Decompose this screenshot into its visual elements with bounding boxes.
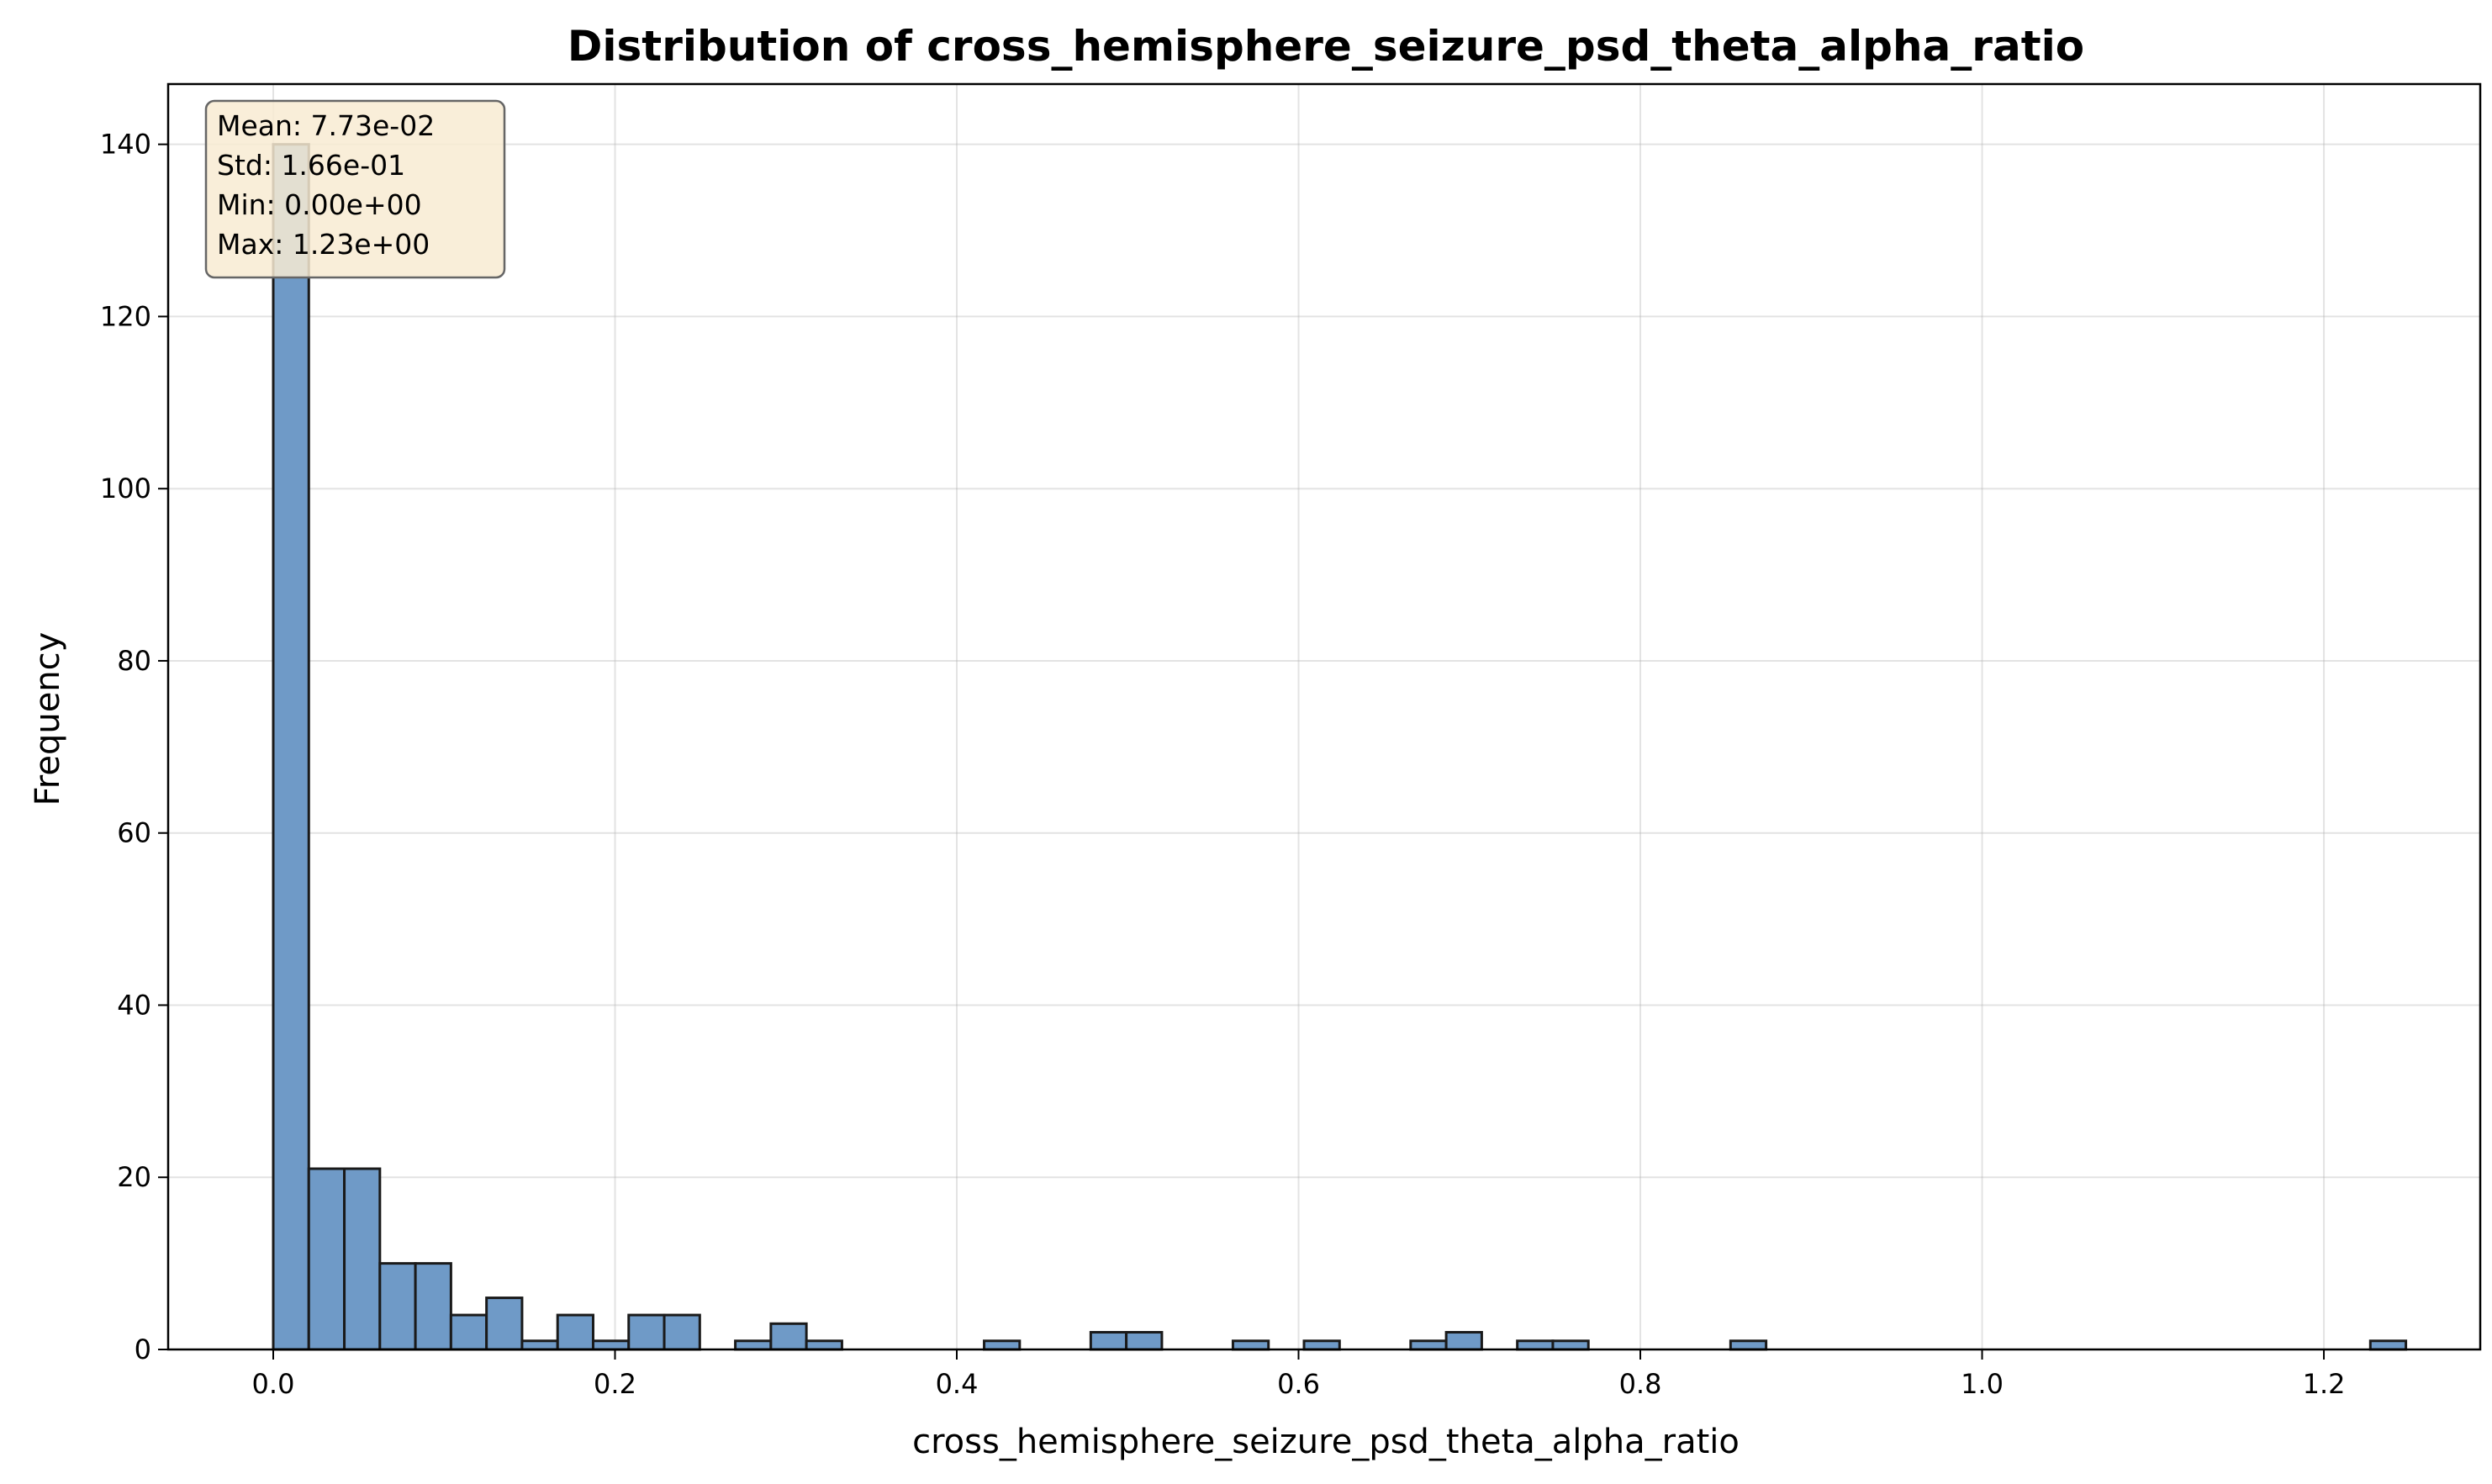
x-tick-label: 0.6 xyxy=(1277,1368,1320,1400)
histogram-bar xyxy=(343,1167,382,1351)
x-tick-label: 0.8 xyxy=(1619,1368,1662,1400)
stat-min: Min: 0.00e+00 xyxy=(217,188,422,221)
y-tick-label: 40 xyxy=(117,989,151,1021)
histogram-bar xyxy=(805,1339,843,1351)
histogram-bar xyxy=(449,1313,488,1351)
x-tick-label: 1.2 xyxy=(2303,1368,2346,1400)
histogram-bar xyxy=(556,1313,594,1351)
histogram-bar xyxy=(769,1322,808,1351)
y-tick-label: 140 xyxy=(100,129,151,161)
x-tick-label: 0.2 xyxy=(594,1368,636,1400)
histogram-bar xyxy=(1729,1339,1768,1351)
histogram-bar xyxy=(2368,1339,2408,1351)
x-tick-label: 0.0 xyxy=(252,1368,295,1400)
plot-frame xyxy=(166,82,2482,1351)
histogram-bar xyxy=(307,1167,346,1351)
histogram-bar xyxy=(1302,1339,1341,1351)
histogram-bar xyxy=(414,1262,452,1351)
y-tick-label: 60 xyxy=(117,817,151,849)
histogram-bar xyxy=(378,1262,417,1351)
y-axis-label: Frequency xyxy=(29,632,67,806)
histogram-bar xyxy=(627,1313,666,1351)
y-tick-label: 100 xyxy=(100,473,151,504)
y-tick-label: 80 xyxy=(117,645,151,677)
x-axis-label: cross_hemisphere_seizure_psd_theta_alpha… xyxy=(912,1423,1740,1461)
x-axis-ticks: 0.0 0.2 0.4 0.6 0.8 1.0 1.2 xyxy=(252,1349,2346,1400)
y-axis-ticks: 0 20 40 60 80 100 120 140 xyxy=(100,129,168,1365)
histogram-bar xyxy=(1409,1339,1448,1351)
x-tick-label: 1.0 xyxy=(1961,1368,2004,1400)
histogram-bar xyxy=(663,1313,701,1351)
histogram-bar xyxy=(591,1339,631,1351)
y-tick-label: 120 xyxy=(100,300,151,332)
histogram-bar xyxy=(1125,1331,1164,1351)
histogram-bar xyxy=(272,143,310,1351)
histogram-bar xyxy=(1516,1339,1555,1351)
stat-max: Max: 1.23e+00 xyxy=(217,228,430,261)
histogram-bar xyxy=(1444,1331,1483,1351)
x-tick-label: 0.4 xyxy=(936,1368,979,1400)
stat-mean: Mean: 7.73e-02 xyxy=(217,109,435,142)
histogram-bar xyxy=(1551,1339,1590,1351)
stats-box-background xyxy=(204,99,506,279)
stats-box: Mean: 7.73e-02 Std: 1.66e-01 Min: 0.00e+… xyxy=(204,99,506,279)
chart-title: Distribution of cross_hemisphere_seizure… xyxy=(568,22,2084,71)
histogram-bar xyxy=(1231,1339,1270,1351)
histogram-bar xyxy=(520,1339,559,1351)
stat-std: Std: 1.66e-01 xyxy=(217,149,405,182)
histogram-bar xyxy=(1089,1331,1128,1351)
histogram-bar xyxy=(983,1339,1022,1351)
histogram-bar xyxy=(734,1339,773,1351)
histogram-bar xyxy=(485,1297,524,1351)
y-tick-label: 20 xyxy=(117,1161,151,1193)
y-tick-label: 0 xyxy=(135,1333,151,1365)
